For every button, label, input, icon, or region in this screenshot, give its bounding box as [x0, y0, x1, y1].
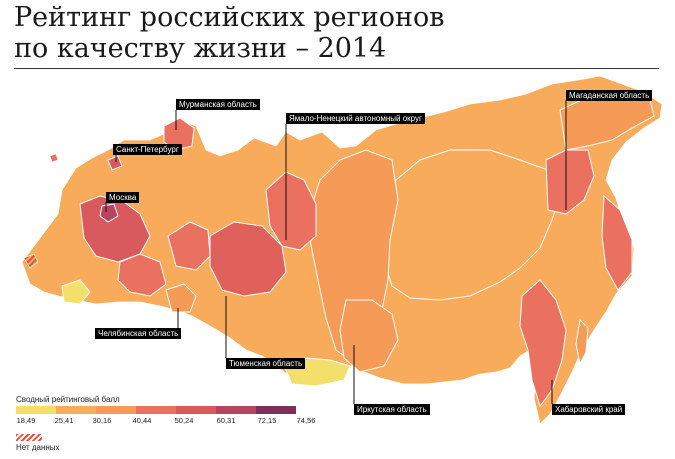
legend-nodata-swatch: [16, 434, 42, 441]
label-irkutsk: Иркутская область: [354, 404, 430, 415]
legend-tick-5: 50,24: [174, 416, 194, 425]
map-region-crimea-nodata: [23, 253, 39, 269]
legend-tick-3: 30,16: [92, 416, 112, 425]
legend-swatch-7: [256, 406, 296, 414]
map-region-caucasus: [61, 279, 91, 305]
map-region-komi: [167, 221, 211, 271]
legend-swatch-4: [136, 406, 176, 414]
label-murmansk: Мурманская область: [176, 99, 260, 110]
legend-tick-8: 74,56: [296, 416, 316, 425]
map-region-kamchatka: [601, 194, 633, 291]
legend-swatch-6: [216, 406, 256, 414]
label-yamal: Ямало-Ненецкий автономный округ: [286, 113, 425, 124]
legend-swatch-2: [56, 406, 96, 414]
map-region-sakhalin: [575, 318, 589, 366]
legend-tick-1: 18,49: [16, 416, 36, 425]
label-khabarovsk: Хабаровский край: [552, 404, 626, 415]
label-magadan: Магаданская область: [566, 90, 653, 101]
legend-swatch-1: [16, 406, 56, 414]
map-region-yamal: [265, 171, 317, 251]
legend-tick-4: 40,44: [132, 416, 152, 425]
label-chelyabinsk: Челябинская область: [95, 328, 182, 339]
legend-swatch-5: [176, 406, 216, 414]
map-region-kaliningrad: [49, 153, 59, 163]
label-tyumen: Тюменская область: [226, 358, 306, 369]
legend-nodata-label: Нет данных: [16, 443, 60, 452]
legend-ticks: 18,49 25,41 30,16 40,44 50,24 60,31 72,1…: [0, 416, 675, 428]
legend-tick-2: 25,41: [54, 416, 74, 425]
map-region-volga: [117, 253, 167, 297]
legend-title: Сводный рейтинговый балл: [16, 395, 120, 404]
map-region-magadan: [545, 149, 595, 215]
legend-color-scale: [16, 406, 296, 414]
label-moscow: Москва: [106, 192, 140, 203]
map-region-yakutia: [383, 149, 561, 301]
legend-tick-7: 72,15: [257, 416, 277, 425]
title-line-2: по качеству жизни – 2014: [14, 33, 387, 64]
legend-tick-6: 60,31: [216, 416, 236, 425]
map-region-moscow: [99, 203, 119, 223]
map-region-murmansk: [163, 117, 195, 151]
legend-swatch-3: [96, 406, 136, 414]
map-region-tyumen: [209, 221, 287, 297]
label-spb: Санкт-Петербург: [113, 144, 182, 155]
map-region-chelyabinsk: [165, 283, 197, 313]
page-title: Рейтинг российских регионов по качеству …: [14, 2, 444, 64]
title-line-1: Рейтинг российских регионов: [14, 2, 445, 33]
title-divider: [14, 68, 659, 69]
map-region-spb: [107, 155, 123, 171]
